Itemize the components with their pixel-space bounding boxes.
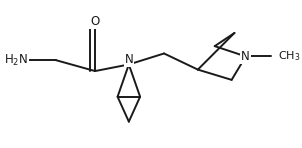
Text: CH$_3$: CH$_3$ [278,50,300,63]
Text: N: N [124,53,133,66]
Text: H$_2$N: H$_2$N [4,53,28,68]
Text: N: N [241,50,250,63]
Text: O: O [90,15,100,28]
